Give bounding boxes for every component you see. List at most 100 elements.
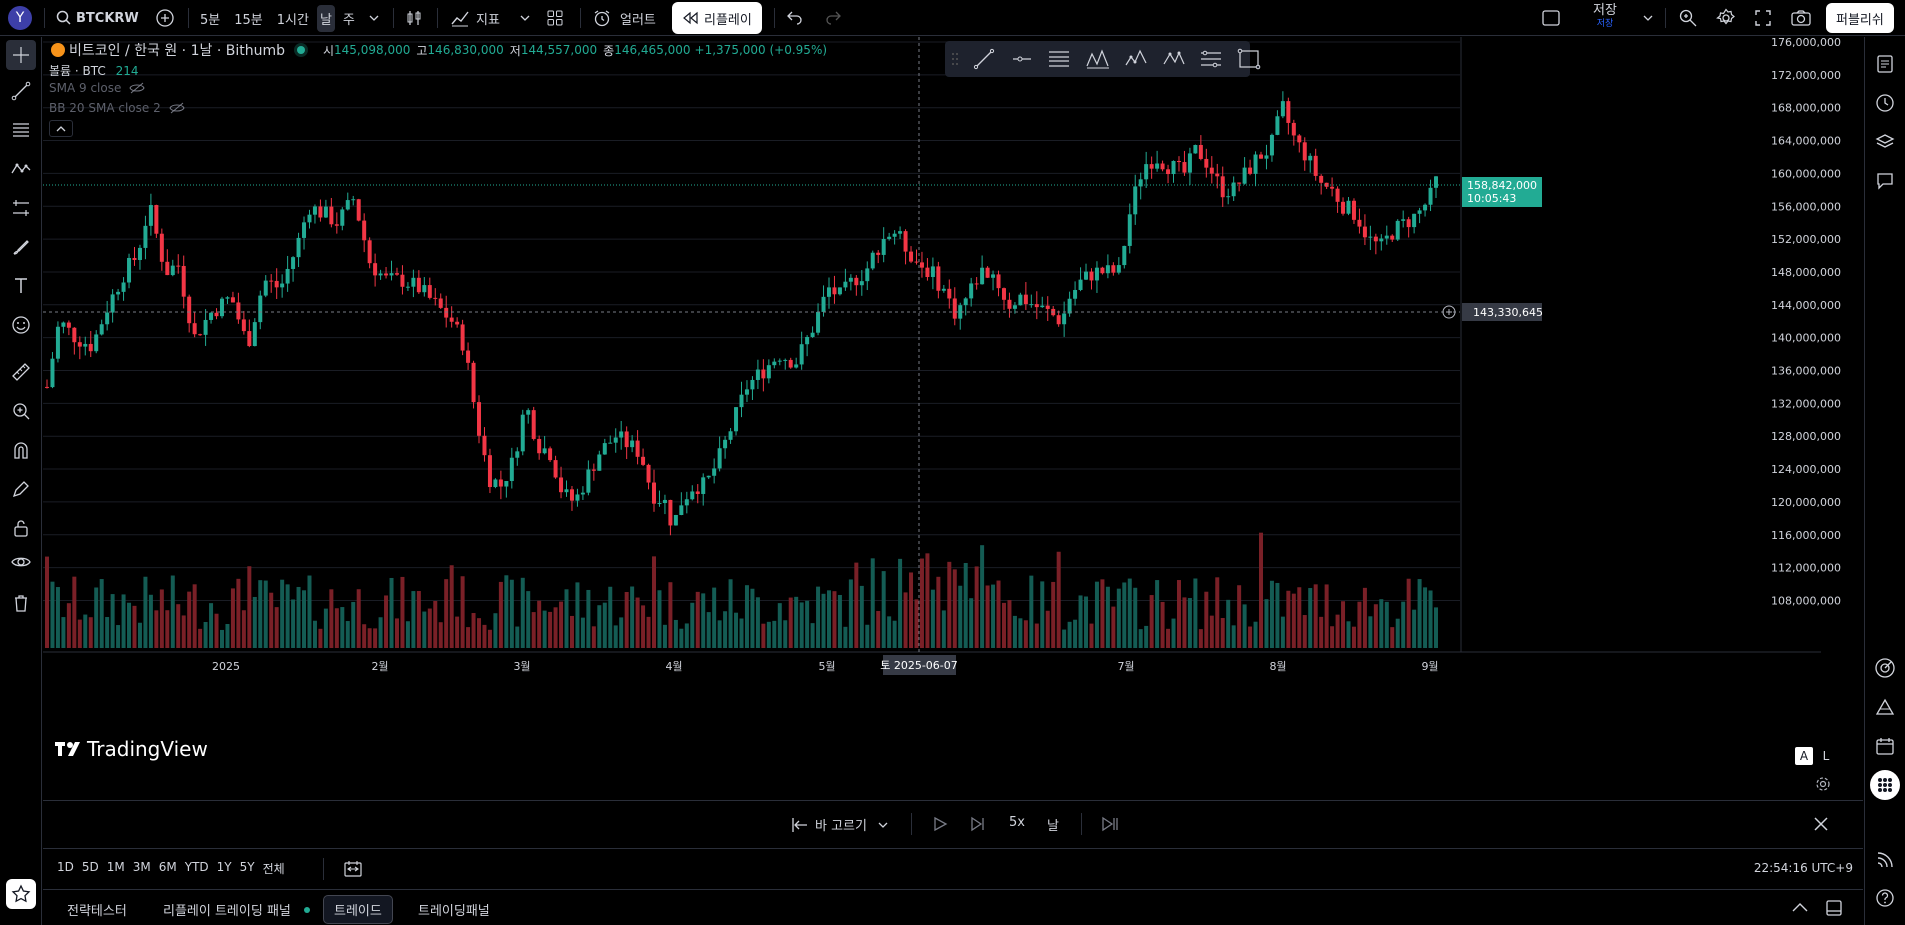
maximize-panel-button[interactable] — [1825, 899, 1843, 921]
user-avatar[interactable]: Y — [8, 6, 32, 30]
symbol-title[interactable]: 비트코인 / 한국 원 · 1날 · Bithumb — [69, 43, 285, 59]
save-button[interactable]: 저장 저장 — [1588, 3, 1622, 30]
settings-button[interactable] — [1716, 0, 1736, 36]
collapse-legend-button[interactable] — [49, 120, 73, 137]
eye-hidden-icon[interactable] — [129, 81, 145, 95]
signals-button[interactable] — [1870, 845, 1900, 875]
tradingview-watermark[interactable]: TradingView — [53, 737, 208, 761]
screener-button[interactable] — [1870, 653, 1900, 683]
ideas-button[interactable] — [1870, 692, 1900, 722]
range-all[interactable]: 전체 — [262, 862, 285, 876]
price-chart[interactable]: 176,000,000 172,000,000 168,000,000 164,000… — [43, 37, 1863, 800]
lock-drawings-tool[interactable] — [6, 513, 36, 543]
tab-trading-panel[interactable]: 트레이딩패널 — [418, 904, 490, 919]
watchlist-button[interactable] — [1870, 49, 1900, 79]
log-scale-button[interactable]: L — [1817, 747, 1835, 765]
eye-hidden-icon[interactable] — [169, 101, 185, 115]
compare-symbol-button[interactable] — [155, 0, 175, 36]
fib-retracement-icon[interactable] — [1199, 48, 1223, 70]
pattern-tool[interactable] — [6, 154, 36, 184]
candle-body — [602, 443, 607, 455]
brush-tool[interactable] — [6, 232, 36, 262]
candle-body — [493, 479, 498, 488]
publish-button[interactable]: 퍼블리쉬 — [1826, 3, 1894, 33]
interval-5m[interactable]: 5분 — [200, 12, 221, 28]
interval-1h[interactable]: 1시간 — [276, 12, 309, 28]
trend-line-icon[interactable] — [973, 48, 995, 70]
crosshair-tool[interactable] — [6, 40, 36, 70]
help-button[interactable] — [1870, 883, 1900, 913]
undo-button[interactable] — [786, 0, 804, 36]
range-1d[interactable]: 1D — [57, 860, 74, 874]
rectangle-icon[interactable] — [1237, 48, 1261, 70]
quick-search-button[interactable] — [1678, 0, 1698, 36]
chart-pane[interactable]: 176,000,000 172,000,000 168,000,000 164,000… — [43, 37, 1863, 800]
alerts-panel-button[interactable] — [1870, 88, 1900, 118]
tab-replay-trading-panel[interactable]: 리플레이 트레이딩 패널 — [163, 904, 291, 919]
interval-1w[interactable]: 주 — [342, 12, 355, 28]
chat-button[interactable] — [1870, 166, 1900, 196]
object-tree-button[interactable] — [1870, 127, 1900, 157]
range-1y[interactable]: 1Y — [216, 860, 232, 874]
tab-trade[interactable]: 트레이드 — [323, 895, 393, 924]
templates-button[interactable] — [546, 0, 564, 36]
range-ytd[interactable]: YTD — [184, 860, 209, 874]
fullscreen-button[interactable] — [1754, 0, 1772, 36]
jump-to-realtime-button[interactable] — [1101, 816, 1119, 836]
apps-button[interactable] — [1870, 770, 1900, 800]
horizontal-ray-icon[interactable] — [1011, 48, 1033, 70]
magnet-tool[interactable] — [6, 435, 36, 465]
indicators-button[interactable]: 지표 — [450, 0, 532, 36]
layout-button[interactable] — [1541, 0, 1561, 36]
measure-tool[interactable] — [6, 357, 36, 387]
chart-settings-button[interactable] — [1815, 776, 1831, 796]
replay-interval-button[interactable]: 날 — [1047, 819, 1059, 834]
zoom-tool[interactable] — [6, 396, 36, 426]
collapse-panel-button[interactable] — [1791, 901, 1809, 917]
favorites-tool[interactable] — [6, 879, 36, 909]
volume-bar — [1084, 596, 1089, 648]
snapshot-button[interactable] — [1790, 0, 1812, 36]
fib-tool[interactable] — [6, 115, 36, 145]
chart-type-button[interactable] — [404, 0, 424, 36]
symbol-search[interactable]: BTCKRW — [56, 0, 139, 36]
speed-button[interactable]: 5x — [1009, 815, 1025, 830]
stay-drawing-tool[interactable] — [6, 474, 36, 504]
trendline-tool[interactable] — [6, 76, 36, 106]
sma-legend[interactable]: SMA 9 close — [49, 81, 145, 95]
volume-legend[interactable]: 볼륨 · BTC 214 — [49, 62, 139, 79]
remove-drawings-tool[interactable] — [6, 588, 36, 618]
save-menu-button[interactable] — [1641, 0, 1655, 36]
parallel-channel-icon[interactable] — [1047, 48, 1071, 70]
range-3m[interactable]: 3M — [132, 860, 151, 874]
save-label: 저장 — [1593, 3, 1617, 18]
calendar-button[interactable] — [1870, 731, 1900, 761]
text-tool[interactable] — [6, 271, 36, 301]
goto-date-button[interactable] — [343, 859, 363, 883]
range-1m[interactable]: 1M — [106, 860, 125, 874]
redo-button[interactable] — [824, 0, 842, 36]
drag-handle-icon[interactable] — [951, 52, 959, 66]
elliott-wave-icon[interactable] — [1124, 48, 1148, 70]
interval-1d[interactable]: 날 — [316, 4, 335, 32]
play-button[interactable] — [932, 816, 948, 836]
hide-drawings-tool[interactable] — [6, 547, 36, 577]
range-5y[interactable]: 5Y — [239, 860, 255, 874]
timezone-clock[interactable]: 22:54:16 UTC+9 — [1753, 861, 1853, 875]
forward-button[interactable] — [970, 816, 986, 836]
close-replay-button[interactable] — [1812, 815, 1830, 837]
tab-strategy-tester[interactable]: 전략테스터 — [67, 904, 127, 919]
interval-15m[interactable]: 15분 — [234, 12, 263, 28]
select-bar-button[interactable]: 바 고르기 — [791, 815, 889, 834]
auto-scale-button[interactable]: A — [1795, 747, 1813, 765]
range-6m[interactable]: 6M — [158, 860, 177, 874]
range-5d[interactable]: 5D — [81, 860, 99, 874]
bb-legend[interactable]: BB 20 SMA close 2 — [49, 101, 185, 115]
prediction-tool[interactable] — [6, 193, 36, 223]
emoji-tool[interactable] — [6, 310, 36, 340]
alerts-button[interactable]: 얼러트 — [592, 0, 656, 36]
chevron-down-icon[interactable] — [367, 11, 381, 25]
replay-button[interactable]: 리플레이 — [672, 2, 762, 34]
xabcd-pattern-icon[interactable] — [1085, 48, 1111, 70]
abcd-pattern-icon[interactable] — [1162, 48, 1186, 70]
